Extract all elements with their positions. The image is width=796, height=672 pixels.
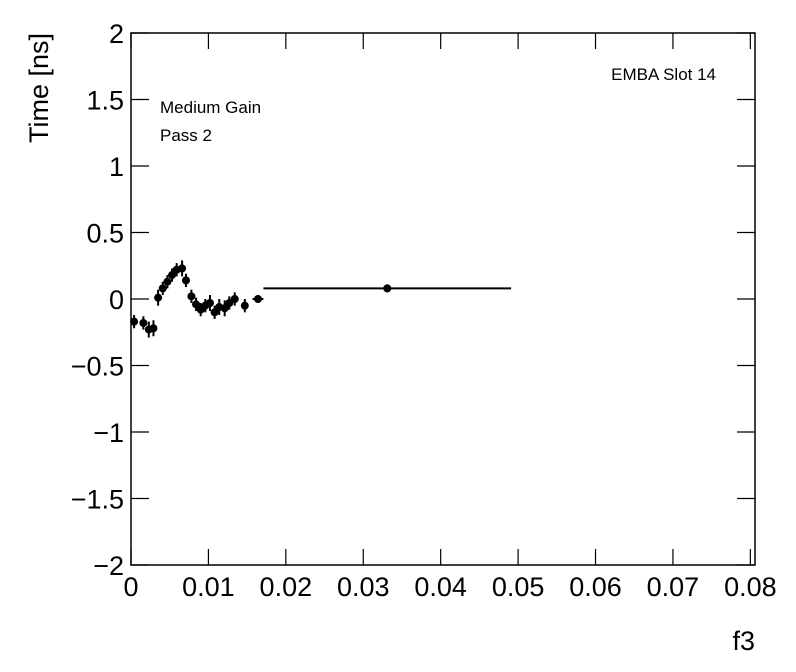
data-point [210,308,219,317]
y-tick-label: 0 [109,285,124,315]
data-point [383,284,392,293]
data-point [158,284,167,293]
data-point [205,298,214,307]
data-point [240,301,249,310]
data-point [181,276,190,285]
data-point [154,293,163,302]
y-tick-label: −2 [93,551,124,581]
data-point [187,292,196,301]
data-point [149,324,158,333]
data-point [130,317,139,326]
y-tick-label: −1.5 [71,485,124,515]
data-point [163,277,172,286]
annotation: EMBA Slot 14 [611,65,716,84]
data-point [139,318,148,327]
y-tick-label: 1.5 [86,86,124,116]
data-point [178,264,187,273]
data-point [168,271,177,280]
annotation: Pass 2 [160,126,212,145]
y-tick-label: −1 [93,418,124,448]
x-tick-label: 0.04 [414,572,467,602]
x-axis-label: f3 [732,626,755,656]
data-point [230,295,239,303]
x-tick-label: 0.06 [569,572,622,602]
x-tick-label: 0.02 [260,572,313,602]
data-point [253,295,262,303]
x-tick-label: 0.03 [337,572,390,602]
y-tick-label: 2 [109,19,124,49]
x-tick-label: 0.01 [182,572,235,602]
data-point [220,304,229,313]
y-axis-label: Time [ns] [24,33,54,143]
x-tick-label: 0 [123,572,138,602]
x-tick-label: 0.08 [724,572,777,602]
annotation: Medium Gain [160,98,261,117]
y-tick-label: 1 [109,152,124,182]
data-point [192,300,201,309]
x-tick-label: 0.05 [492,572,545,602]
x-tick-label: 0.07 [647,572,700,602]
y-tick-label: 0.5 [86,219,124,249]
y-tick-label: −0.5 [71,352,124,382]
